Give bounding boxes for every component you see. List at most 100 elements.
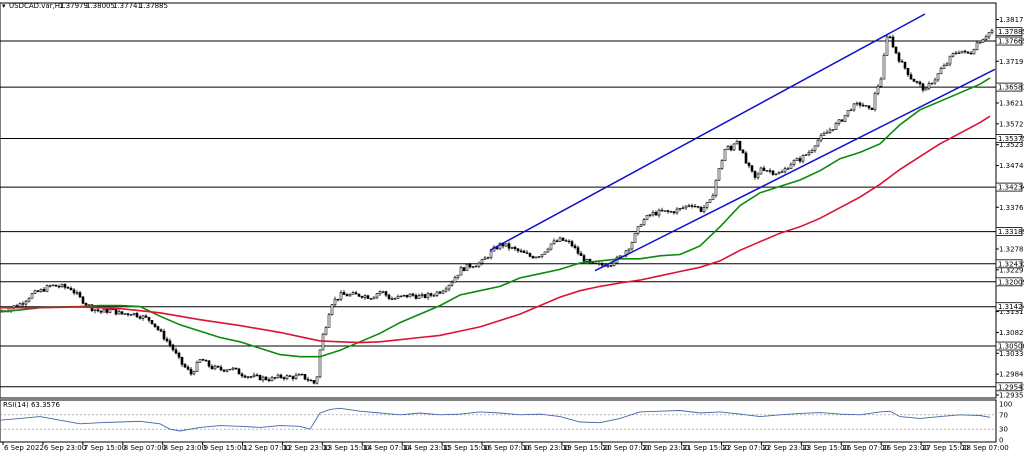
candle-body [711,194,715,201]
candle-body [336,298,340,301]
candle-body [210,365,214,370]
candle-body [423,294,427,298]
candle-body [384,291,388,296]
candle-body [453,277,457,283]
candle-body [645,215,649,220]
candle-body [27,297,31,302]
candle-body [432,295,436,297]
candle-body [63,284,67,288]
candle-body [906,67,910,76]
trend-channel [489,13,996,272]
candle-body [42,289,46,292]
candle-body [396,295,400,299]
candle-body [333,298,337,306]
candle-body [306,378,310,381]
candle-body [201,359,205,361]
rsi-axis: 100 70 30 0 [999,401,1012,445]
candle-body [516,248,520,252]
candle-body [867,105,871,109]
candle-body [684,205,688,209]
candle-body [240,373,244,377]
candle-body [219,366,223,371]
candle-body [153,323,157,327]
candle-body [552,240,556,245]
time-tick-label: 20 Sep 07:00 [603,444,650,452]
candle-body [195,361,199,372]
candle-body [930,82,934,85]
candle-body [597,263,601,265]
candle-body [534,256,538,259]
candle-body [933,79,937,84]
candle-body [57,285,61,288]
candle-body [459,267,463,276]
candle-body [789,163,793,169]
candle-body [858,102,862,106]
candle-body [441,290,445,294]
candle-body [984,36,988,40]
candle-body [369,298,373,300]
time-axis: 6 Sep 2022 6 Sep 23:007 Sep 15:008 Sep 07… [2,442,1009,452]
candle-body [948,55,952,65]
candle-body [633,233,637,243]
candle-body [873,93,877,110]
candle-body [450,281,454,286]
candle-body [942,65,946,69]
candle-body [15,305,19,307]
candle-body [75,292,79,294]
candle-body [573,245,577,248]
candle-body [282,377,286,380]
level-tag-label: 1.36583 [998,84,1024,92]
candle-body [129,314,133,316]
candle-body [324,327,328,335]
time-tick-label: 16 Sep 23:00 [523,444,570,452]
candle-body [408,293,412,298]
candle-body [783,168,787,173]
symbol-label: USDCAD.var,H1 [9,2,65,10]
candle-body [435,291,439,296]
time-tick-label: 9 Sep 15:00 [204,444,246,452]
candle-body [93,309,97,311]
candle-body [693,205,697,208]
candle-body [828,129,832,133]
candle-body [891,36,895,48]
candle-body [21,303,25,305]
candles [0,28,994,385]
candle-body [612,262,616,266]
time-tick-label: 28 Sep 07:00 [962,444,1009,452]
candle-body [261,376,265,381]
candle-body [792,160,796,165]
candle-body [285,375,289,380]
price-tick-label: 1.35720 [999,120,1024,128]
candle-body [216,365,220,368]
candle-body [897,52,901,62]
level-tag-label: 1.30500 [998,343,1024,351]
candle-body [543,251,547,255]
candle-body [303,374,307,380]
candle-body [831,129,835,131]
candle-body [690,205,694,207]
candle-body [237,368,241,375]
candle-body [321,333,325,351]
candle-body [360,295,364,298]
rsi-line [0,407,991,432]
rsi-tick-label: 100 [999,401,1012,409]
candle-body [189,368,193,375]
rsi-lines [0,407,996,432]
candle-body [969,52,973,55]
candle-body [276,374,280,379]
candle-body [678,207,682,210]
time-tick-label: 8 Sep 23:00 [164,444,206,452]
candle-body [204,360,208,362]
candle-body [813,145,817,151]
candle-body [648,214,652,216]
candle-body [291,376,295,379]
candle-body [69,287,73,291]
candle-body [273,377,277,379]
level-tag-label: 1.37885 [998,28,1024,36]
candle-body [852,103,856,111]
candle-body [507,243,511,249]
candle-body [243,375,247,378]
candle-body [846,110,850,116]
candle-body [600,263,604,266]
candle-body [714,179,718,196]
